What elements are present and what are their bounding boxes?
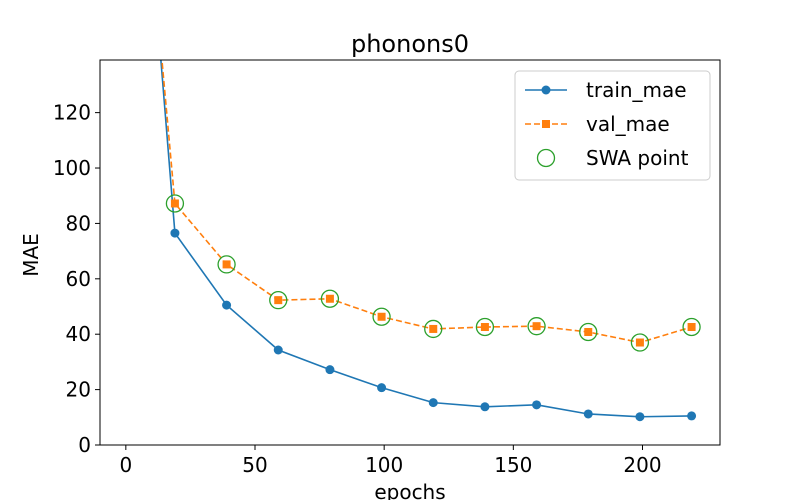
y-tick-label: 100 xyxy=(53,156,91,180)
train_mae-point xyxy=(273,345,283,355)
val_mae-point xyxy=(584,327,593,336)
y-tick-label: 120 xyxy=(53,101,91,125)
plot-series-group xyxy=(160,60,701,422)
train_mae-point xyxy=(635,412,645,422)
y-tick-label: 80 xyxy=(66,211,91,235)
plot-frame xyxy=(99,59,721,446)
legend-label: val_mae xyxy=(586,112,670,136)
val_mae-point xyxy=(274,296,283,305)
y-tick-label: 20 xyxy=(66,378,91,402)
legend-swatch-marker xyxy=(541,85,551,95)
val_mae-point xyxy=(635,338,644,347)
x-tick-label: 150 xyxy=(494,453,532,477)
swa-point-marker xyxy=(372,307,391,326)
x-tick-label: 50 xyxy=(242,453,267,477)
swa-point-marker xyxy=(579,322,598,342)
legend: train_mae val_mae SWA point xyxy=(514,70,711,181)
swa-point-marker xyxy=(682,317,701,337)
swa-point-marker xyxy=(424,319,443,339)
y-tick-label: 0 xyxy=(78,433,91,457)
swa-point-marker xyxy=(269,290,288,310)
y-tick-label: 40 xyxy=(66,322,91,346)
swa-point-marker xyxy=(527,317,546,336)
train_mae-point xyxy=(222,300,232,310)
x-tick-label: 200 xyxy=(623,453,661,477)
legend-swatch-marker xyxy=(542,120,550,128)
swa-point-marker xyxy=(630,333,650,352)
train_mae-point xyxy=(377,383,387,393)
train_mae-point xyxy=(170,228,180,238)
x-axis-label: epochs xyxy=(374,480,445,500)
train_mae-point xyxy=(532,400,542,410)
legend-label: SWA point xyxy=(586,146,689,170)
train_mae-line xyxy=(160,60,692,418)
swa-point-marker xyxy=(475,317,495,337)
val_mae-point xyxy=(377,312,386,321)
train_mae-point xyxy=(428,398,438,408)
y-tick-label: 60 xyxy=(66,267,91,291)
y-axis-label: MAE xyxy=(19,233,43,277)
swa-point-marker xyxy=(320,289,340,308)
train_mae-point xyxy=(687,411,697,421)
x-axis: 0 50 100 150 200 xyxy=(119,445,662,477)
swa-point-marker xyxy=(217,255,236,274)
legend-frame xyxy=(514,70,711,181)
legend-label: train_mae xyxy=(586,78,687,102)
y-axis: 0 20 40 60 80 100 120 xyxy=(53,101,100,457)
val_mae-point xyxy=(170,199,179,208)
val_mae-point xyxy=(429,324,438,333)
train_mae-point xyxy=(480,402,490,412)
val_mae-point xyxy=(687,323,696,332)
val_mae-point xyxy=(480,323,489,332)
x-tick-label: 100 xyxy=(365,453,403,477)
legend-swatch-marker xyxy=(536,148,556,168)
val_mae-point xyxy=(325,294,334,303)
train_mae-point xyxy=(325,365,335,375)
swa-point-marker xyxy=(165,194,185,213)
x-tick-label: 0 xyxy=(119,453,132,477)
train_mae-point xyxy=(583,409,593,419)
val_mae-point xyxy=(222,260,231,269)
chart-title: phonons0 xyxy=(351,30,469,58)
val_mae-point xyxy=(532,322,541,331)
